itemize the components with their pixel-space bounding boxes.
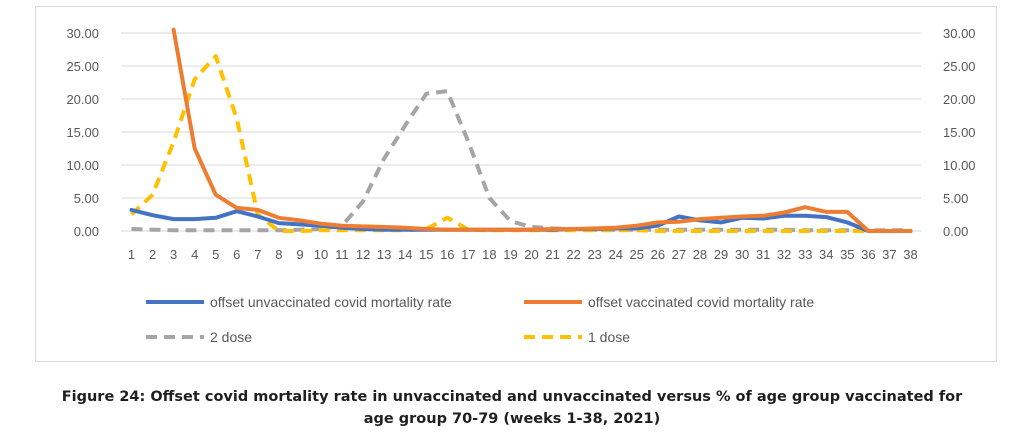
x-tick-label: 11 xyxy=(335,247,349,262)
x-tick-label: 14 xyxy=(398,247,412,262)
x-tick-label: 18 xyxy=(482,247,496,262)
x-tick-label: 8 xyxy=(275,247,282,262)
legend-label: offset unvaccinated covid mortality rate xyxy=(210,294,452,310)
left-y-tick-label: 20.00 xyxy=(66,92,99,107)
x-tick-label: 27 xyxy=(672,247,686,262)
figure-caption: Figure 24: Offset covid mortality rate i… xyxy=(0,386,1024,430)
series-line-3 xyxy=(131,89,911,233)
x-tick-label: 26 xyxy=(651,247,665,262)
x-tick-label: 24 xyxy=(609,247,623,262)
legend-label: offset vaccinated covid mortality rate xyxy=(588,294,814,310)
left-y-tick-label: 10.00 xyxy=(66,158,99,173)
x-tick-label: 19 xyxy=(503,247,517,262)
legend-label: 2 dose xyxy=(210,329,252,345)
x-tick-label: 16 xyxy=(440,247,454,262)
x-tick-label: 34 xyxy=(819,247,833,262)
right-y-tick-label: 5.00 xyxy=(943,191,968,206)
x-tick-label: 31 xyxy=(756,247,770,262)
x-tick-label: 13 xyxy=(377,247,391,262)
x-tick-label: 23 xyxy=(587,247,601,262)
x-tick-label: 32 xyxy=(777,247,791,262)
x-tick-label: 7 xyxy=(254,247,261,262)
x-tick-label: 30 xyxy=(735,247,749,262)
series-line-2 xyxy=(171,27,913,233)
left-y-tick-label: 0.00 xyxy=(74,224,99,239)
x-tick-label: 10 xyxy=(314,247,328,262)
right-y-tick-label: 10.00 xyxy=(943,158,976,173)
right-y-tick-label: 15.00 xyxy=(943,125,976,140)
right-y-tick-label: 30.00 xyxy=(943,26,976,41)
x-tick-label: 38 xyxy=(903,247,917,262)
left-y-tick-label: 25.00 xyxy=(66,59,99,74)
x-axis-ticks: 1 2 3 4 5 6 7 8 9 10 11 12 13 14 15 16 17 18 19 20 21 22 23 24 2… xyxy=(128,247,918,262)
x-tick-label: 3 xyxy=(170,247,177,262)
legend: offset unvaccinated covid mortality rate… xyxy=(146,294,814,345)
legend-label: 1 dose xyxy=(588,329,630,345)
x-tick-label: 17 xyxy=(461,247,475,262)
left-axis-ticks: 0.00 5.00 10.00 15.00 20.00 25.00 30.00 xyxy=(66,26,99,239)
left-y-tick-label: 5.00 xyxy=(74,191,99,206)
x-tick-label: 29 xyxy=(714,247,728,262)
line-chart: 0.00 5.00 10.00 15.00 20.00 25.00 30.00 0.00 5.… xyxy=(66,26,976,345)
left-y-tick-label: 30.00 xyxy=(66,26,99,41)
x-tick-label: 5 xyxy=(212,247,219,262)
x-tick-label: 9 xyxy=(296,247,303,262)
x-tick-label: 35 xyxy=(840,247,854,262)
x-tick-label: 12 xyxy=(356,247,370,262)
x-tick-label: 33 xyxy=(798,247,812,262)
x-tick-label: 1 xyxy=(128,247,135,262)
gridlines xyxy=(121,32,921,232)
x-tick-label: 21 xyxy=(545,247,559,262)
caption-line-1: Figure 24: Offset covid mortality rate i… xyxy=(61,389,963,405)
right-y-tick-label: 0.00 xyxy=(943,224,968,239)
right-y-tick-label: 25.00 xyxy=(943,59,976,74)
x-tick-label: 25 xyxy=(630,247,644,262)
series-line-4 xyxy=(130,54,911,233)
left-y-tick-label: 15.00 xyxy=(66,125,99,140)
x-tick-label: 22 xyxy=(566,247,580,262)
caption-line-2: age group 70-79 (weeks 1-38, 2021) xyxy=(363,411,661,427)
right-y-tick-label: 20.00 xyxy=(943,92,976,107)
right-axis-ticks: 0.00 5.00 10.00 15.00 20.00 25.00 30.00 xyxy=(943,26,976,239)
series-lines xyxy=(129,27,913,233)
chart-frame: 0.00 5.00 10.00 15.00 20.00 25.00 30.00 0.00 5.… xyxy=(35,6,997,362)
x-tick-label: 37 xyxy=(882,247,896,262)
x-tick-label: 6 xyxy=(233,247,240,262)
x-tick-label: 20 xyxy=(524,247,538,262)
x-tick-label: 28 xyxy=(693,247,707,262)
x-tick-label: 15 xyxy=(419,247,433,262)
x-tick-label: 4 xyxy=(191,247,198,262)
x-tick-label: 36 xyxy=(861,247,875,262)
x-tick-label: 2 xyxy=(149,247,156,262)
